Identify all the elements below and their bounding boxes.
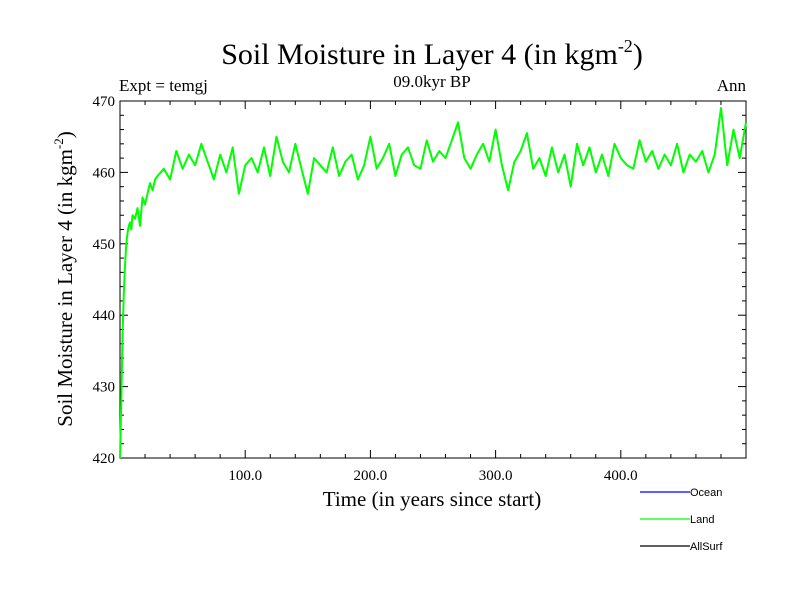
- x-tick-label: 400.0: [604, 468, 638, 484]
- axis-ticks: 420 430 440 450 460 470 100.0 200.0 300.0 400.0: [93, 94, 746, 484]
- series-layer: [119, 107, 747, 459]
- y-axis-label: Soil Moisture in Layer 4 (in kgm-2): [51, 131, 77, 426]
- y-tick-label: 470: [93, 94, 116, 110]
- season-label: Ann: [717, 76, 747, 95]
- y-tick-label: 460: [93, 165, 116, 181]
- plot-frame: [119, 100, 747, 459]
- experiment-label: Expt = temgj: [119, 76, 208, 95]
- y-tick-label: 450: [93, 237, 116, 253]
- x-tick-label: 200.0: [354, 468, 388, 484]
- y-tick-label: 440: [93, 308, 116, 324]
- series-line-land: [119, 107, 747, 459]
- period-label: 09.0kyr BP: [393, 72, 470, 91]
- y-tick-label: 420: [93, 451, 116, 467]
- x-tick-label: 300.0: [479, 468, 513, 484]
- y-tick-label: 430: [93, 380, 116, 396]
- chart-title: Soil Moisture in Layer 4 (in kgm-2): [221, 36, 643, 71]
- legend-label-land: Land: [690, 514, 714, 526]
- x-axis-label: Time (in years since start): [323, 487, 542, 511]
- legend-label-allsurf: AllSurf: [690, 541, 723, 553]
- legend-label-ocean: Ocean: [690, 487, 722, 499]
- legend: Ocean Land AllSurf: [640, 487, 723, 553]
- x-tick-label: 100.0: [228, 468, 262, 484]
